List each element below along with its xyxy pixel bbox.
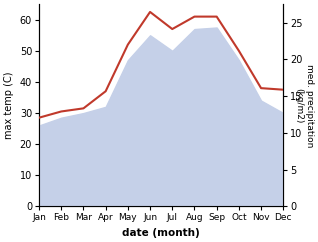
Y-axis label: max temp (C): max temp (C) [4,71,14,139]
X-axis label: date (month): date (month) [122,228,200,238]
Y-axis label: med. precipitation
(kg/m2): med. precipitation (kg/m2) [294,64,314,147]
